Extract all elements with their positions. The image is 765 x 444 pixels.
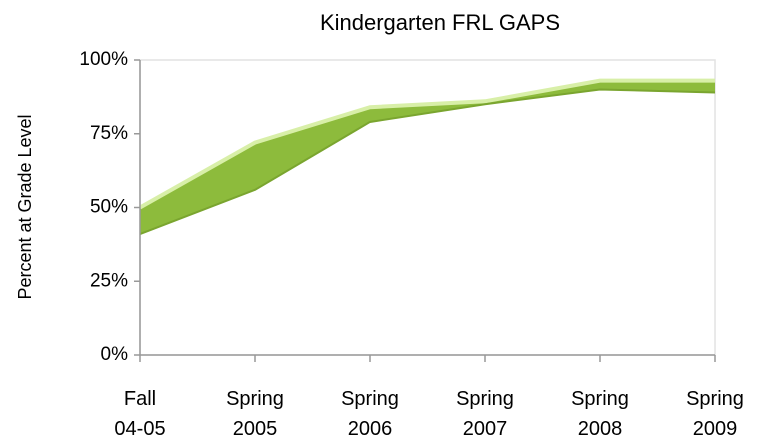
x-tick-label: Spring 2007 <box>456 388 514 440</box>
x-tick-label: Spring 2008 <box>571 388 629 440</box>
chart-title: Kindergarten FRL GAPS <box>320 10 560 35</box>
y-tick-label: 0% <box>101 344 129 365</box>
y-tick-label: 75% <box>90 123 128 144</box>
series-line <box>139 88 716 235</box>
y-tick-label: 100% <box>79 49 128 70</box>
x-tick-label: Spring 2009 <box>686 388 744 440</box>
x-tick-label: Spring 2005 <box>226 388 284 440</box>
y-tick-label: 25% <box>90 270 128 291</box>
x-tick-label: Spring 2006 <box>341 388 399 440</box>
y-axis-label: Percent at Grade Level <box>15 114 35 299</box>
series-line <box>139 78 715 210</box>
x-tick-label: Fall 04-05 <box>114 388 166 440</box>
band-fill <box>140 80 715 235</box>
y-tick-label: 50% <box>90 197 128 218</box>
